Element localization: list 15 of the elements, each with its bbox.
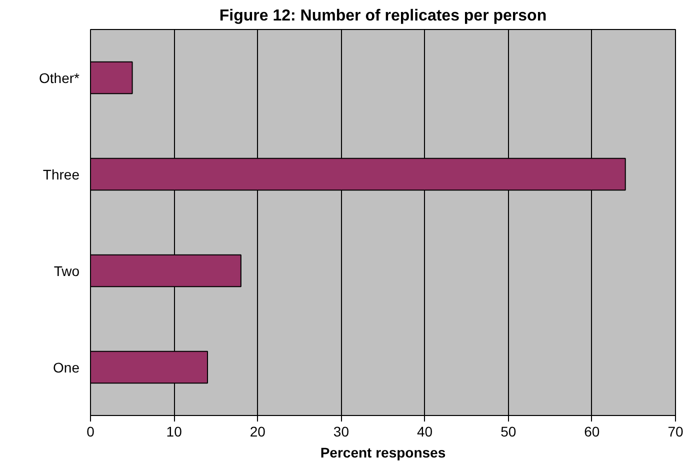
x-tick-label: 20	[250, 424, 266, 440]
y-tick-label: One	[53, 359, 80, 376]
x-tick-label: 60	[584, 424, 600, 440]
chart-title: Figure 12: Number of replicates per person	[219, 8, 547, 24]
x-tick-label: 0	[86, 424, 95, 440]
bar	[90, 61, 133, 94]
y-tick-label: Two	[54, 262, 80, 279]
x-tick-label: 30	[333, 424, 350, 440]
x-tick-label: 40	[417, 424, 433, 440]
y-tick-label: Three	[42, 166, 80, 182]
x-tick-label: 10	[166, 424, 182, 440]
x-tick-label: 50	[500, 424, 516, 440]
x-tick-label: 70	[668, 424, 684, 440]
x-axis-title: Percent responses	[320, 444, 446, 460]
y-tick-label: Other*	[39, 70, 80, 86]
